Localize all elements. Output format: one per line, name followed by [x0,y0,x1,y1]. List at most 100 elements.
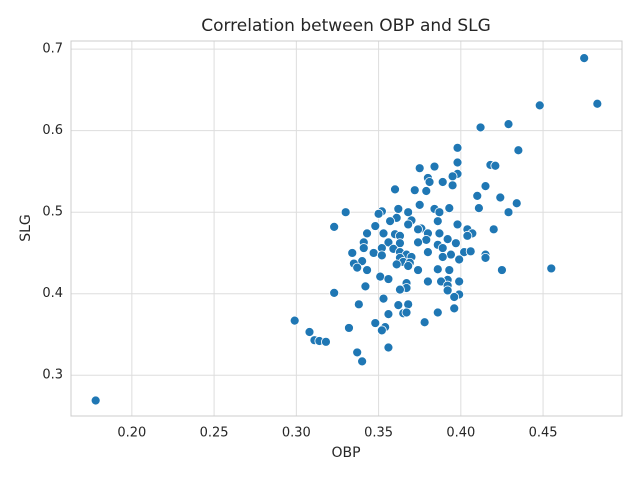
x-tick-label: 0.35 [364,426,393,441]
y-tick-label: 0.3 [42,368,63,383]
point [403,219,414,230]
point [454,254,465,265]
point [419,317,430,328]
y-tick-label: 0.5 [42,205,63,220]
x-tick-label: 0.45 [529,426,558,441]
point [444,265,455,275]
x-tick-label: 0.25 [200,426,229,441]
point [340,207,351,218]
point [383,342,394,353]
point [353,299,364,310]
x-tick-label: 0.40 [446,426,475,441]
point [437,252,448,262]
point [488,224,499,235]
point [474,203,484,214]
point [390,184,400,195]
point [442,285,453,296]
point [446,249,456,260]
point [475,122,486,133]
point [352,347,363,358]
point [424,177,435,187]
point [434,207,445,218]
point [376,325,387,336]
point [579,53,590,64]
point [368,248,379,258]
point [414,163,425,174]
point [437,243,448,253]
point [449,292,460,302]
point [480,252,491,263]
point [378,228,389,239]
x-tick-label: 0.20 [117,426,146,441]
y-axis-label: SLG [18,214,34,242]
point [395,284,405,295]
point [592,98,603,109]
y-tick-label: 0.7 [42,42,63,57]
point [447,171,458,182]
point [452,157,463,168]
point [376,250,387,261]
point [444,203,455,214]
points [90,53,603,406]
point [370,221,381,231]
point [352,262,363,273]
point [447,180,458,191]
plot-frame [70,40,623,417]
point [360,281,371,292]
point [362,265,372,275]
point [378,293,389,304]
point [490,160,501,171]
point [450,238,461,249]
point [534,100,545,111]
point [385,216,395,227]
point [503,207,514,218]
point [90,395,101,406]
point [465,246,476,257]
grid [71,41,622,416]
point [511,198,522,209]
point [357,356,368,367]
x-tick-label: 0.30 [282,426,311,441]
y-tick-label: 0.6 [42,123,63,138]
point [449,303,460,314]
point [358,243,369,253]
point [413,224,423,235]
point [393,204,404,214]
point [437,177,448,187]
point [432,216,443,227]
point [383,274,394,284]
point [329,221,340,232]
point [429,161,440,172]
point [414,199,425,210]
chart-title: Correlation between OBP and SLG [201,16,491,36]
point [442,234,453,244]
point [403,261,414,271]
point [375,271,386,282]
point [432,307,443,318]
point [391,259,402,270]
point [403,299,414,310]
point [472,190,483,201]
point [462,230,473,241]
point [434,228,445,239]
point [497,265,507,275]
point [304,327,315,337]
point [452,142,463,153]
point [362,228,372,239]
point [403,207,414,218]
point [480,181,491,192]
point [421,235,432,245]
point [329,288,340,298]
point [409,185,420,196]
point [289,315,300,326]
point [452,219,463,230]
point [546,263,557,274]
point [393,300,404,311]
x-axis-label: OBP [331,445,360,461]
point [373,208,384,219]
y-tick-label: 0.4 [42,286,63,301]
point [423,276,433,287]
point [421,186,432,196]
point [423,247,433,258]
